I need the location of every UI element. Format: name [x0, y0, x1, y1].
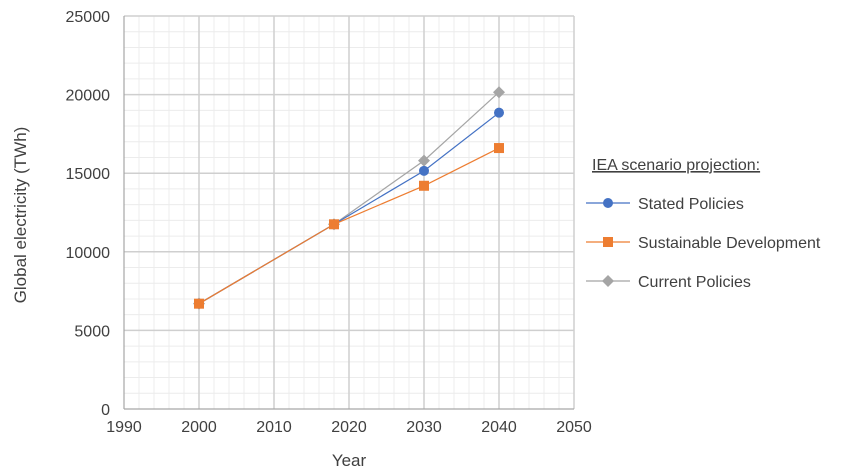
- axes: [123, 16, 574, 410]
- data-point: [329, 219, 339, 230]
- data-point: [194, 298, 204, 309]
- legend-entry-label: Current Policies: [638, 274, 751, 291]
- data-point: [419, 180, 429, 191]
- series-group: [193, 86, 505, 310]
- legend: Stated Policies Sustainable Development Cu…: [586, 196, 821, 291]
- legend-marker: [603, 198, 613, 208]
- x-tick-label: 2000: [181, 419, 217, 436]
- x-tick-label: 1990: [106, 419, 142, 436]
- y-tick-label: 5000: [74, 323, 110, 340]
- legend-title: IEA scenario projection:: [592, 157, 760, 174]
- data-point: [494, 107, 504, 118]
- y-tick-label: 0: [101, 402, 110, 419]
- legend-entry-label: Stated Policies: [638, 196, 744, 213]
- legend-entry-label: Sustainable Development: [638, 235, 821, 252]
- x-tick-label: 2010: [256, 419, 292, 436]
- y-tick-label: 20000: [66, 88, 111, 105]
- data-point: [419, 165, 429, 176]
- y-axis-title: Global electricity (TWh): [11, 127, 30, 304]
- x-tick-label: 2050: [556, 419, 592, 436]
- y-tick-label: 25000: [66, 9, 111, 26]
- data-point: [418, 154, 430, 167]
- x-tick-label: 2040: [481, 419, 517, 436]
- legend-marker: [603, 237, 613, 247]
- y-tick-label: 10000: [66, 245, 111, 262]
- series-line: [198, 147, 500, 305]
- data-point: [494, 143, 504, 154]
- legend-marker: [602, 275, 614, 287]
- major-gridlines: [124, 15, 575, 409]
- x-tick-label: 2020: [331, 419, 367, 436]
- tick-labels: 1990 2000 2010 2020 2030 2040 2050 0 5000 10000 15…: [66, 9, 592, 436]
- x-axis-title: Year: [332, 451, 367, 470]
- x-tick-label: 2030: [406, 419, 442, 436]
- y-tick-label: 15000: [66, 166, 111, 183]
- data-point: [493, 86, 505, 99]
